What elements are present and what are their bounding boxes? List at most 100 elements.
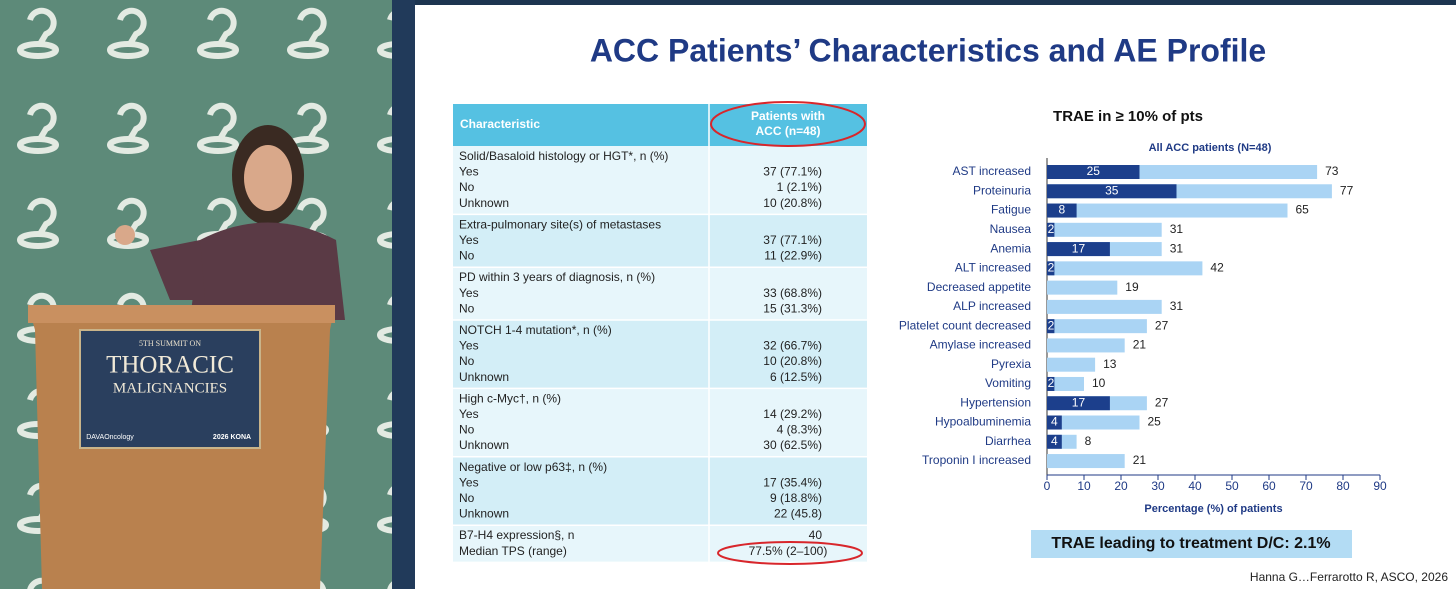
bar bbox=[1047, 454, 1125, 469]
row-label: Yes bbox=[459, 475, 479, 489]
row-label: No bbox=[459, 249, 475, 263]
row-heading: Negative or low p63‡, n (%) bbox=[459, 460, 607, 474]
bar bbox=[1047, 261, 1203, 276]
header-cell: Characteristic bbox=[460, 117, 540, 131]
bar bbox=[1047, 222, 1055, 237]
value-label: 17 bbox=[1072, 395, 1086, 409]
row-label: No bbox=[459, 354, 475, 368]
bar bbox=[1047, 319, 1055, 334]
podium: 5TH SUMMIT ON THORACIC MALIGNANCIES DAVA… bbox=[28, 305, 335, 589]
category-label: ALT increased bbox=[955, 261, 1031, 275]
category-label: Hypoalbuminemia bbox=[935, 415, 1031, 429]
x-axis-label: Percentage (%) of patients bbox=[1144, 503, 1282, 515]
cell-value: 10 (20.8%) bbox=[763, 354, 822, 368]
cell-value: 22 (45.8) bbox=[774, 507, 822, 521]
note-box bbox=[1031, 530, 1352, 558]
cell-value: 37 (77.1%) bbox=[763, 233, 822, 247]
bar bbox=[1047, 319, 1147, 334]
bar bbox=[1047, 184, 1177, 199]
row-label: No bbox=[459, 491, 475, 505]
bar bbox=[1047, 415, 1140, 430]
citation: Hanna G…Ferrarotto R, ASCO, 2026 bbox=[1250, 570, 1448, 584]
bar bbox=[1047, 376, 1084, 391]
table-group bbox=[453, 456, 867, 526]
bar bbox=[1047, 357, 1096, 372]
bar bbox=[1047, 203, 1288, 218]
value-label: 4 bbox=[1051, 434, 1058, 448]
highlight-ring bbox=[710, 101, 866, 147]
cell-value: 4 (8.3%) bbox=[777, 423, 822, 437]
row-label: Unknown bbox=[459, 196, 509, 210]
bar bbox=[1047, 222, 1162, 237]
bar bbox=[1047, 396, 1110, 411]
highlight-ring bbox=[717, 541, 863, 565]
value-label: 25 bbox=[1148, 415, 1162, 429]
value-label: 27 bbox=[1155, 395, 1169, 409]
category-label: Amylase increased bbox=[930, 338, 1031, 352]
value-label: 21 bbox=[1133, 338, 1147, 352]
header-cell: Patients with bbox=[751, 109, 825, 123]
cell-value: 17 (35.4%) bbox=[763, 475, 822, 489]
table-group bbox=[453, 388, 867, 457]
cell-value: 33 (68.8%) bbox=[763, 286, 822, 300]
value-label: 4 bbox=[1051, 415, 1058, 429]
x-tick-label: 70 bbox=[1299, 479, 1313, 493]
value-label: 73 bbox=[1325, 164, 1339, 178]
row-label: No bbox=[459, 180, 475, 194]
row-label: Yes bbox=[459, 233, 479, 247]
value-label: 2 bbox=[1048, 376, 1055, 390]
category-label: ALP increased bbox=[953, 299, 1031, 313]
category-label: AST increased bbox=[953, 164, 1032, 178]
table-group bbox=[453, 320, 867, 389]
bar bbox=[1047, 261, 1055, 276]
x-tick-label: 50 bbox=[1225, 479, 1239, 493]
row-heading: High c-Myc†, n (%) bbox=[459, 391, 561, 405]
x-tick-label: 40 bbox=[1188, 479, 1202, 493]
value-label: 65 bbox=[1296, 203, 1310, 217]
row-heading: B7-H4 expression§, n bbox=[459, 528, 574, 542]
cell-value: 15 (31.3%) bbox=[763, 301, 822, 315]
value-label: 17 bbox=[1072, 241, 1086, 255]
x-tick-label: 10 bbox=[1077, 479, 1091, 493]
value-label: 31 bbox=[1170, 222, 1184, 236]
table-header bbox=[453, 104, 867, 146]
row-label: Median TPS (range) bbox=[459, 544, 567, 558]
speaker bbox=[115, 125, 345, 320]
chart-subtitle: All ACC patients (N=48) bbox=[1149, 142, 1272, 154]
podium-event: 2026 KONA bbox=[213, 434, 251, 441]
table-group bbox=[453, 525, 867, 563]
podium-line: 5TH SUMMIT ON bbox=[139, 339, 201, 348]
row-label: Unknown bbox=[459, 370, 509, 384]
category-label: Diarrhea bbox=[985, 434, 1031, 448]
value-label: 77 bbox=[1340, 183, 1354, 197]
category-label: Anemia bbox=[990, 241, 1031, 255]
cell-value: 32 (66.7%) bbox=[763, 339, 822, 353]
note: TRAE leading to treatment D/C: 2.1% bbox=[1051, 535, 1330, 552]
value-label: 13 bbox=[1103, 357, 1117, 371]
table-group bbox=[453, 214, 867, 268]
row-label: Yes bbox=[459, 339, 479, 353]
x-tick-label: 90 bbox=[1373, 479, 1387, 493]
value-label: 8 bbox=[1085, 434, 1092, 448]
value-label: 2 bbox=[1048, 222, 1055, 236]
podium-line: MALIGNANCIES bbox=[113, 380, 227, 396]
category-label: Vomiting bbox=[985, 376, 1031, 390]
cell-value: 9 (18.8%) bbox=[770, 491, 822, 505]
row-label: Unknown bbox=[459, 507, 509, 521]
row-heading: Extra-pulmonary site(s) of metastases bbox=[459, 217, 661, 231]
cell-value: 10 (20.8%) bbox=[763, 196, 822, 210]
x-tick-label: 60 bbox=[1262, 479, 1276, 493]
x-tick-label: 80 bbox=[1336, 479, 1350, 493]
category-label: Nausea bbox=[990, 222, 1032, 236]
slide-title: ACC Patients’ Characteristics and AE Pro… bbox=[590, 32, 1266, 68]
value-label: 35 bbox=[1105, 183, 1119, 197]
value-label: 19 bbox=[1125, 280, 1139, 294]
bar bbox=[1047, 376, 1055, 391]
value-label: 10 bbox=[1092, 376, 1106, 390]
cell-value: 14 (29.2%) bbox=[763, 407, 822, 421]
cell-value: 6 (12.5%) bbox=[770, 370, 822, 384]
category-label: Proteinuria bbox=[973, 183, 1031, 197]
value-label: 25 bbox=[1087, 164, 1101, 178]
